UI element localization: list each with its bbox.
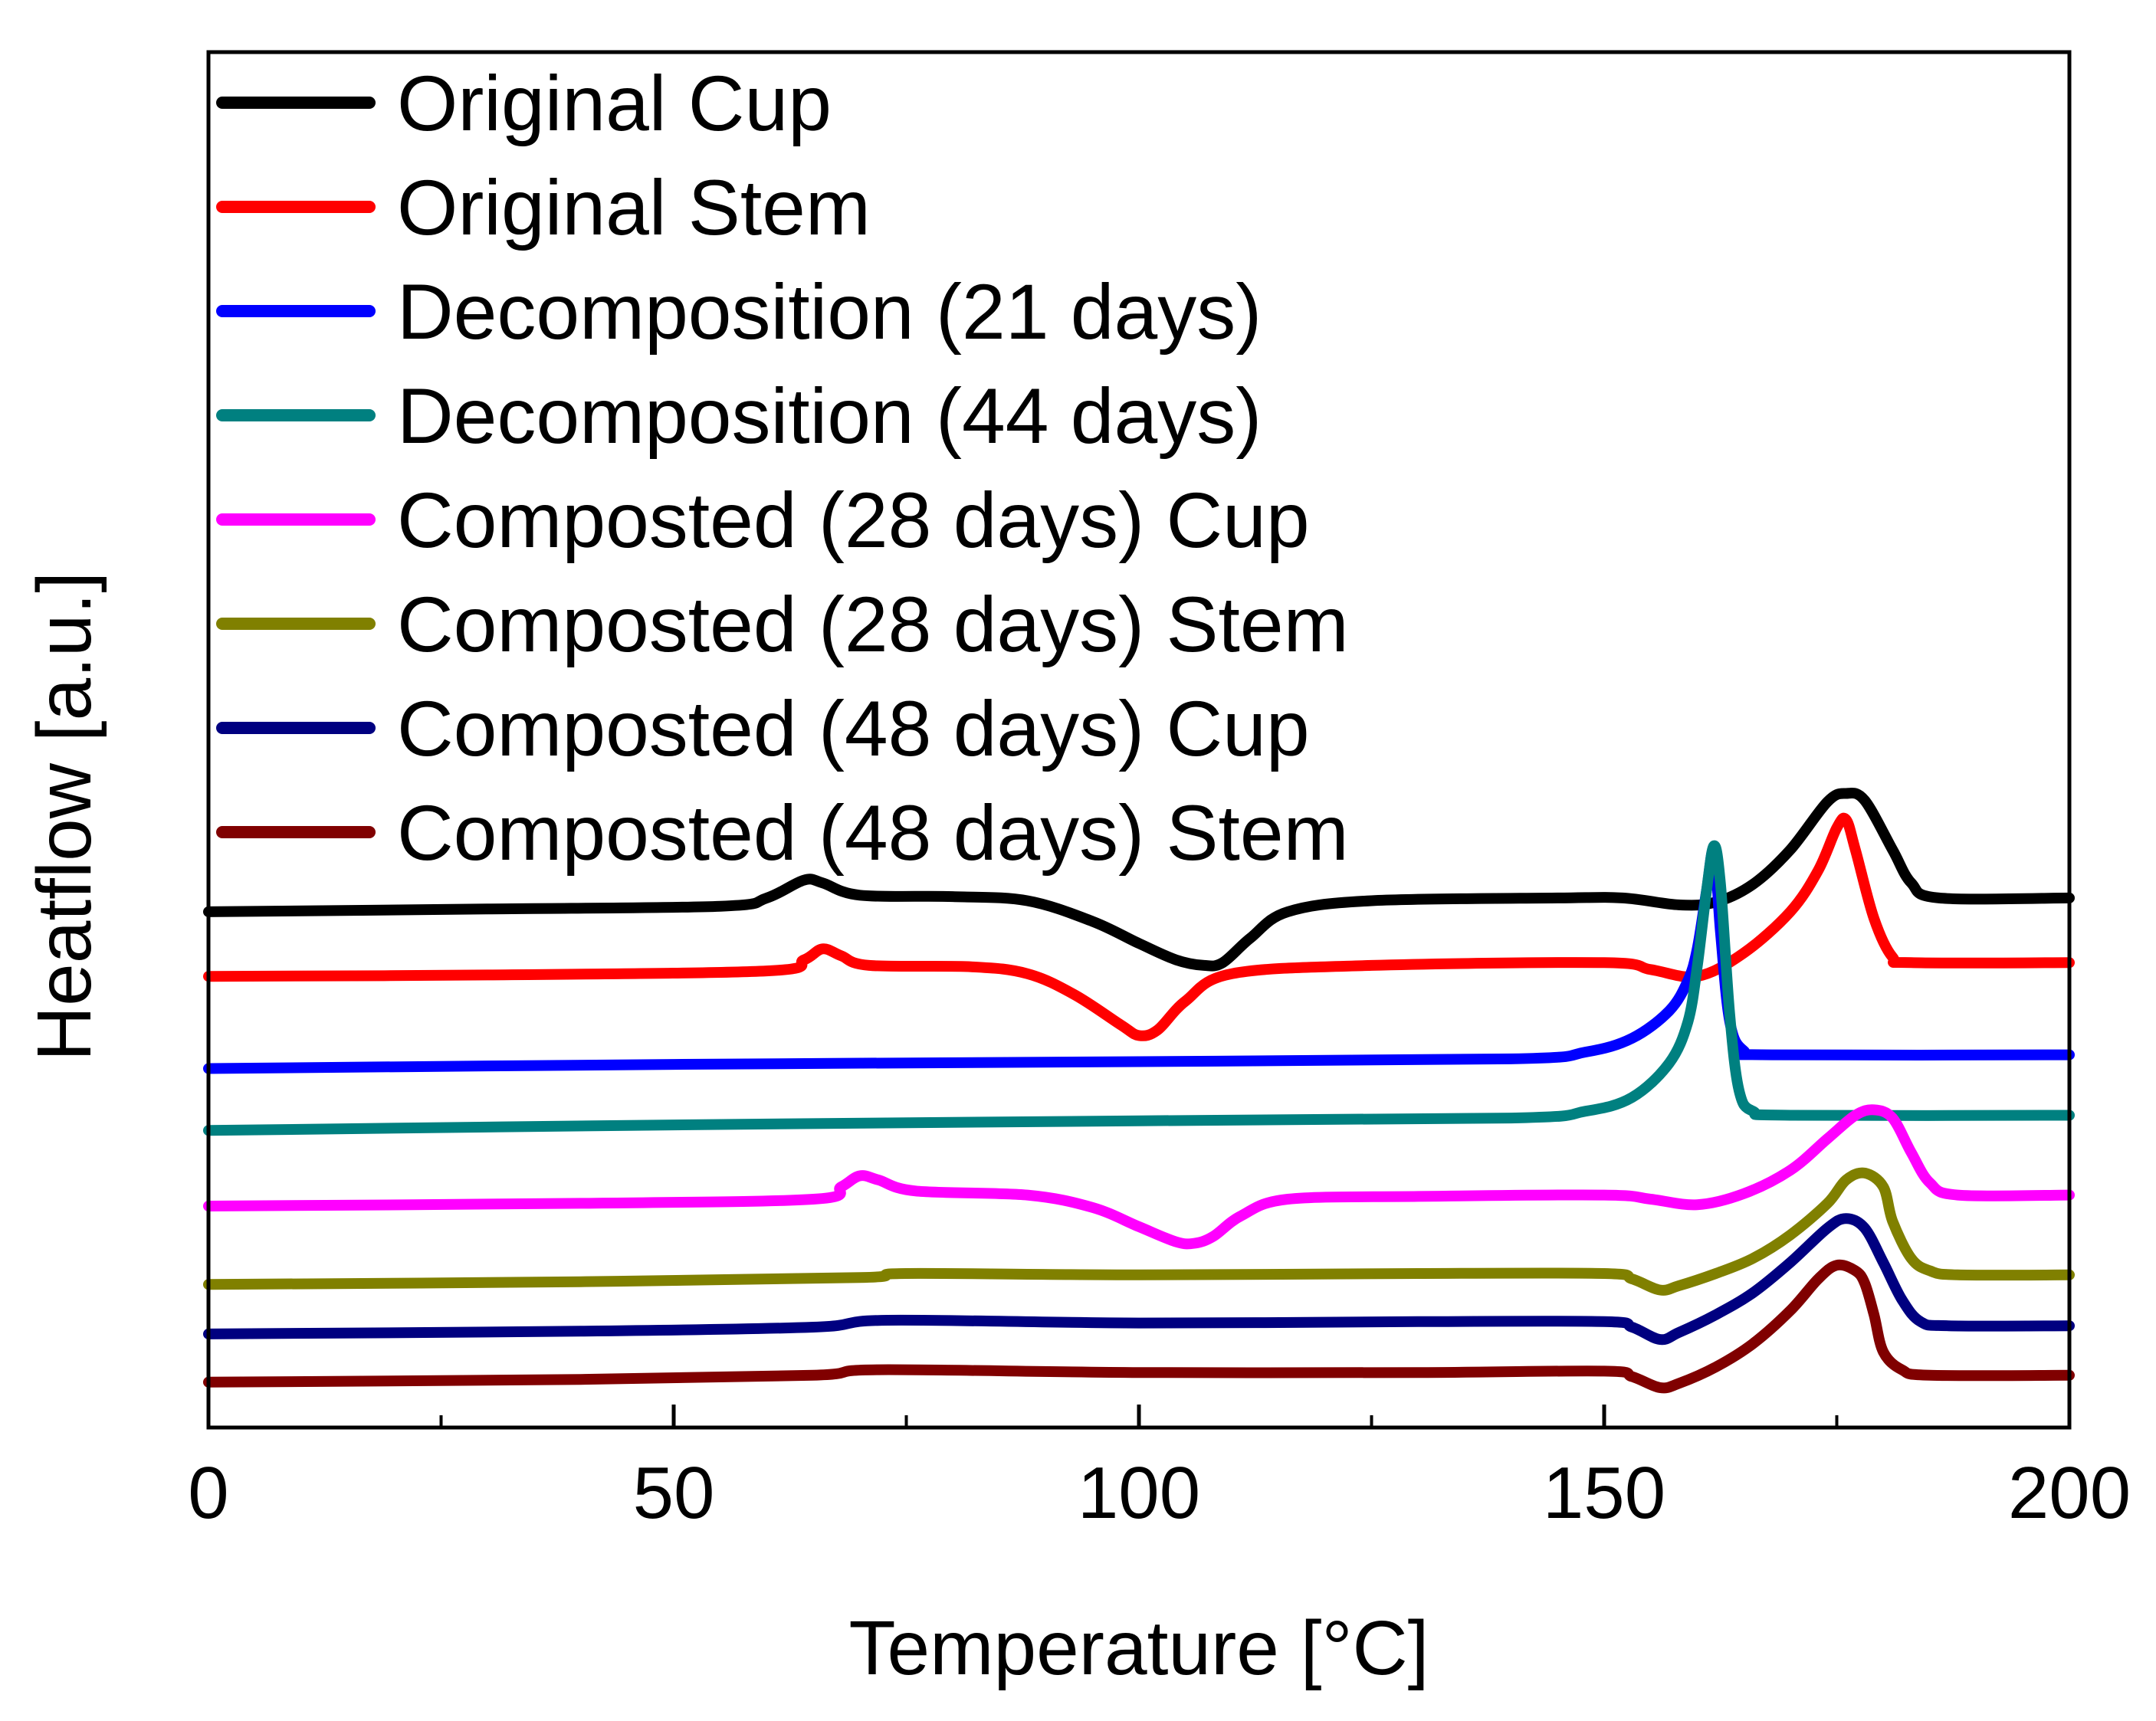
legend-label-original-stem: Original Stem xyxy=(397,164,871,251)
legend: Original Cup Original Stem Decomposition (… xyxy=(216,60,1349,877)
legend-label-decomposition-44-days: Decomposition (44 days) xyxy=(397,372,1262,460)
x-tick-label: 150 xyxy=(1543,1452,1665,1534)
series-line-decomposition-21-days xyxy=(203,843,2075,1074)
x-axis: 0 50 100 150 200 xyxy=(188,1405,2131,1534)
series-line-original-stem xyxy=(203,812,2075,1041)
legend-label-composted-48-days-stem: Composted (48 days) Stem xyxy=(397,789,1349,877)
series-line-decomposition-44-days xyxy=(203,840,2075,1136)
legend-label-original-cup: Original Cup xyxy=(397,60,832,147)
series-line-composted-28-days-stem xyxy=(203,1167,2075,1296)
x-tick-label: 50 xyxy=(633,1452,715,1534)
series-line-composted-28-days-cup xyxy=(203,1104,2075,1250)
legend-label-composted-28-days-cup: Composted (28 days) Cup xyxy=(397,477,1310,564)
legend-label-composted-28-days-stem: Composted (28 days) Stem xyxy=(397,581,1349,668)
x-tick-label: 0 xyxy=(188,1452,228,1534)
series-line-composted-48-days-stem xyxy=(203,1259,2075,1394)
legend-label-composted-48-days-cup: Composted (48 days) Cup xyxy=(397,685,1310,772)
series-layer xyxy=(203,787,2075,1394)
legend-label-decomposition-21-days: Decomposition (21 days) xyxy=(397,268,1262,356)
x-tick-label: 200 xyxy=(2008,1452,2131,1534)
y-axis-label: Heatflow [a.u.] xyxy=(21,572,107,1061)
series-line-original-cup xyxy=(203,787,2075,972)
series-line-composted-48-days-cup xyxy=(203,1213,2075,1346)
x-tick-label: 100 xyxy=(1078,1452,1200,1534)
x-axis-label: Temperature [°C] xyxy=(849,1605,1429,1691)
